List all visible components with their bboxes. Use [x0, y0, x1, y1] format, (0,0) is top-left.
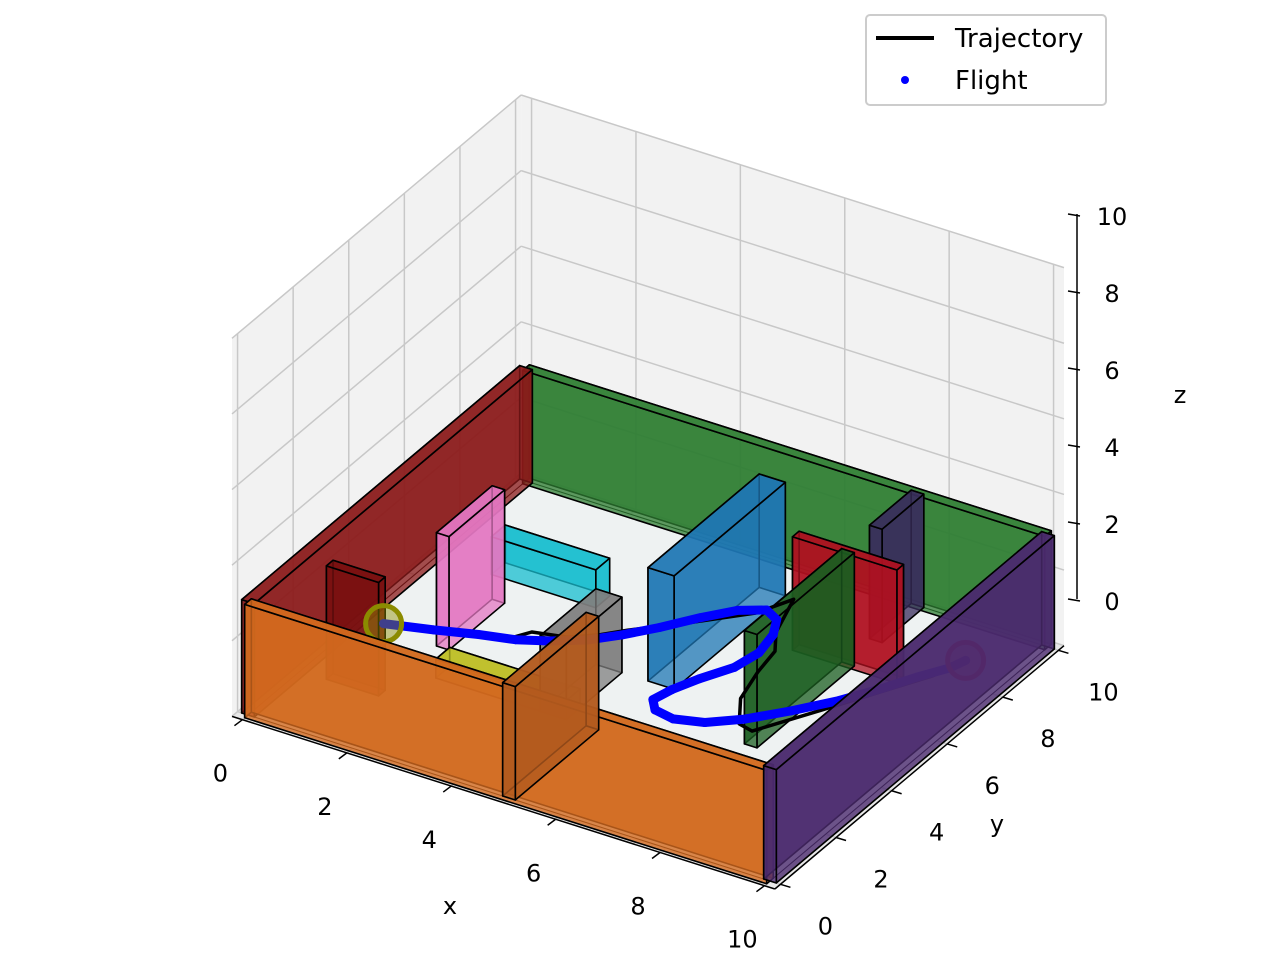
x-tick	[547, 818, 557, 826]
flight-point	[668, 714, 678, 724]
obstacle-pink-face	[435, 484, 506, 538]
z-axis-title: z	[1174, 381, 1187, 409]
flight-point	[740, 714, 750, 724]
walls-front	[243, 530, 1056, 885]
flight-point	[429, 625, 439, 635]
y-axis-title: y	[990, 810, 1004, 838]
x-tick	[651, 851, 661, 860]
z-tick-label: 0	[1104, 588, 1119, 616]
y-tick-label: 2	[873, 866, 888, 894]
z-tick	[1067, 521, 1081, 525]
inner-wall-back-partition-face	[868, 489, 925, 531]
flight-point	[700, 718, 710, 728]
grid-line	[231, 170, 522, 415]
y-tick	[835, 836, 847, 842]
tick-layer: 0 2 4 6 8 10 0 2 4 6 8 10 0 2 4 6 8 10	[213, 203, 1127, 954]
grid-line	[520, 94, 1065, 269]
outer-wall-right-face	[762, 530, 1056, 771]
x-axis-title: x	[443, 892, 457, 920]
z-tick-label: 4	[1104, 434, 1119, 462]
x-tick-label: 6	[526, 859, 541, 887]
z-tick	[1067, 444, 1081, 448]
flight-point	[474, 629, 484, 639]
obstacle-blue-block-face	[647, 473, 787, 577]
inner-wall-front-partition-face	[501, 611, 600, 688]
x-tick	[755, 885, 765, 893]
y-tick	[947, 743, 958, 748]
flight-point	[754, 648, 764, 658]
flight-point	[617, 630, 627, 640]
flight-point	[648, 695, 658, 705]
y-tick	[891, 790, 902, 795]
flight-point	[510, 635, 520, 645]
legend-trajectory-label: Trajectory	[954, 24, 1083, 54]
grid-line	[231, 245, 522, 491]
legend-flight-swatch	[901, 76, 909, 84]
grid-line	[520, 245, 1065, 420]
y-tick	[780, 883, 791, 889]
flight-point	[772, 615, 782, 625]
x-tick-label: 0	[213, 760, 228, 788]
z-tick-label: 6	[1104, 357, 1119, 385]
flight-point	[785, 706, 795, 716]
x-tick-label: 4	[422, 826, 437, 854]
grid-line	[520, 321, 1065, 496]
flight-point	[732, 605, 742, 615]
inner-wall-front-partition-face	[501, 681, 517, 801]
z-tick-label: 2	[1104, 511, 1119, 539]
outer-wall-right-face	[762, 764, 778, 884]
grid-line	[520, 169, 1065, 344]
flight-point	[667, 685, 677, 695]
x-tick-label: 8	[630, 892, 645, 920]
y-axis-line	[774, 645, 1065, 890]
axes-lines	[231, 214, 1078, 890]
trajectory-line	[383, 597, 967, 733]
obstacle-darkred-left-face	[325, 559, 387, 584]
z-tick-label: 8	[1104, 280, 1119, 308]
legend-flight-label: Flight	[955, 66, 1028, 96]
flight-point	[695, 613, 705, 623]
y-tick-label: 10	[1088, 678, 1119, 706]
flight-point	[768, 630, 778, 640]
y-tick-label: 8	[1040, 725, 1055, 753]
y-tick-label: 6	[985, 772, 1000, 800]
flight-point	[729, 662, 739, 672]
y-tick	[1058, 649, 1069, 655]
x-tick	[233, 719, 243, 727]
z-tick	[1067, 290, 1081, 294]
flight-point	[694, 674, 704, 684]
flight-point	[762, 605, 772, 615]
flight-point	[654, 623, 664, 632]
z-tick	[1067, 367, 1081, 371]
z-tick	[1067, 598, 1081, 602]
x-tick	[338, 752, 348, 760]
z-tick	[1067, 213, 1081, 217]
x-tick-label: 2	[317, 793, 332, 821]
y-tick	[1002, 696, 1014, 701]
x-axis-line	[231, 715, 776, 890]
grid-line	[231, 94, 522, 339]
flight-point	[650, 705, 660, 715]
grid-line	[231, 321, 522, 566]
y-tick-label: 4	[929, 819, 944, 847]
x-tick-label: 10	[727, 926, 758, 954]
legend: Trajectory Flight	[865, 14, 1107, 106]
x-tick	[442, 785, 452, 793]
z-tick-label: 10	[1097, 203, 1128, 231]
flight-point	[379, 619, 389, 629]
y-tick-label: 0	[818, 912, 833, 940]
